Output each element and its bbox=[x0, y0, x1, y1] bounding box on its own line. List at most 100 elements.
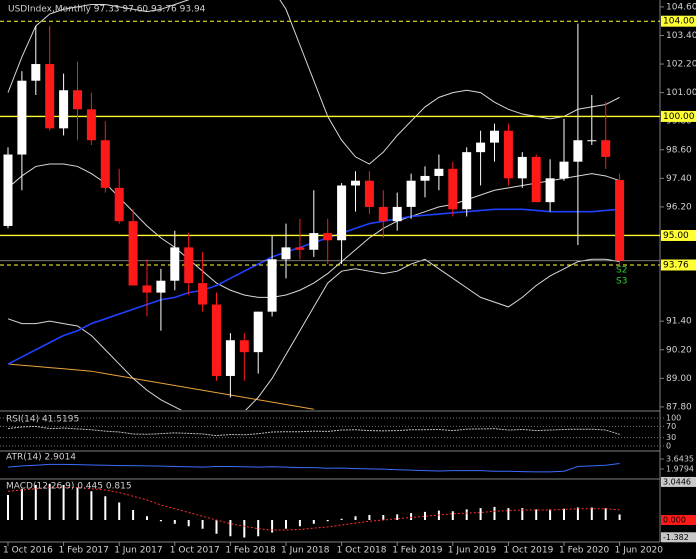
candle-body bbox=[392, 206, 402, 222]
macd-bar bbox=[340, 518, 343, 520]
x-tick-label: 1 Oct 2019 bbox=[503, 546, 553, 556]
candle-body bbox=[198, 283, 208, 305]
macd-bar bbox=[104, 496, 107, 520]
macd-bar bbox=[563, 508, 565, 520]
candle-body bbox=[476, 142, 486, 153]
candle-body bbox=[3, 154, 13, 226]
macd-bar bbox=[576, 507, 579, 520]
macd-bar bbox=[257, 520, 260, 537]
y-tick-label: 89.00 bbox=[666, 374, 692, 384]
macd-bar bbox=[410, 513, 413, 520]
candle-body bbox=[323, 233, 333, 241]
candle-body bbox=[31, 64, 41, 81]
overlay-line bbox=[7, 258, 620, 410]
candle-body bbox=[378, 206, 388, 222]
candle-body bbox=[601, 140, 611, 157]
y-tick-label: 30 bbox=[666, 433, 676, 442]
macd-bar bbox=[507, 508, 510, 520]
candle-body bbox=[337, 185, 347, 241]
y-tick-label: 101.00 bbox=[666, 88, 696, 98]
level-box bbox=[661, 259, 696, 271]
macd-bar bbox=[479, 508, 482, 520]
indicator-title: ATR(14) 2.9014 bbox=[6, 453, 76, 463]
y-tick-label: 104.60 bbox=[666, 2, 696, 12]
x-tick-label: 1 Feb 2020 bbox=[559, 546, 610, 556]
candle-body bbox=[462, 152, 472, 210]
level-box bbox=[661, 229, 696, 241]
macd-bar bbox=[298, 520, 301, 527]
y-tick-label: 90.20 bbox=[666, 345, 692, 355]
candle-body bbox=[615, 180, 625, 261]
macd-bar bbox=[159, 520, 162, 522]
indicator-title: MACD(12,26,9) 0.445 0.815 bbox=[6, 482, 132, 492]
macd-bar bbox=[312, 520, 315, 524]
macd-bar bbox=[368, 515, 371, 520]
x-tick-label: 1 Jun 2018 bbox=[281, 546, 330, 556]
macd-bar bbox=[521, 508, 524, 520]
y-tick-label: 87.80 bbox=[666, 402, 692, 412]
y-tick-label: 98.60 bbox=[666, 145, 692, 155]
candle-body bbox=[364, 180, 374, 207]
x-tick-label: 1 Oct 2018 bbox=[337, 546, 387, 556]
x-tick-label: 1 Jun 2020 bbox=[615, 546, 664, 556]
macd-bar bbox=[618, 514, 621, 520]
candle-body bbox=[184, 247, 194, 284]
macd-bar bbox=[34, 485, 37, 520]
macd-bar bbox=[132, 510, 135, 520]
candle-body bbox=[253, 311, 263, 353]
macd-bar bbox=[215, 520, 218, 534]
x-tick-label: 1 Oct 2017 bbox=[170, 546, 220, 556]
y-tick-label: 0.000 bbox=[663, 516, 686, 525]
candle-body bbox=[170, 247, 180, 281]
candle-body bbox=[545, 178, 555, 203]
macd-bar bbox=[326, 520, 329, 522]
level-box bbox=[661, 15, 696, 27]
y-tick-label: 97.40 bbox=[666, 174, 692, 184]
candle-body bbox=[142, 285, 152, 293]
x-tick-label: 1 Jun 2019 bbox=[448, 546, 497, 556]
candle-body bbox=[295, 247, 305, 250]
macd-bar bbox=[62, 485, 65, 520]
indicator-title: RSI(14) 41.5195 bbox=[6, 415, 79, 425]
macd-bar bbox=[146, 516, 148, 520]
candle-body bbox=[559, 161, 569, 179]
y-tick-box bbox=[661, 532, 696, 543]
macd-bar bbox=[90, 491, 93, 520]
y-tick-label: 0 bbox=[666, 442, 671, 451]
macd-bar bbox=[382, 515, 385, 520]
candle-body bbox=[573, 140, 583, 162]
macd-bar bbox=[465, 509, 468, 520]
y-tick-label: 96.20 bbox=[666, 202, 692, 212]
candle-body bbox=[212, 304, 221, 376]
macd-bar bbox=[424, 511, 426, 520]
x-tick-label: 1 Oct 2016 bbox=[3, 546, 53, 556]
macd-bar bbox=[590, 507, 593, 520]
macd-bar bbox=[604, 508, 607, 520]
macd-bar bbox=[396, 514, 399, 520]
candle-body bbox=[448, 168, 458, 210]
y-tick-label: 100 bbox=[666, 414, 681, 423]
y-tick-label: 103.40 bbox=[666, 31, 696, 41]
candle-body bbox=[420, 175, 430, 181]
candle-body bbox=[239, 340, 249, 353]
macd-bar bbox=[285, 520, 287, 529]
candle-body bbox=[517, 156, 527, 179]
x-tick-label: 1 Jun 2017 bbox=[114, 546, 162, 556]
macd-bar bbox=[201, 520, 204, 529]
candle-body bbox=[587, 140, 597, 142]
y-tick-label: 102.20 bbox=[666, 60, 696, 70]
y-tick-box bbox=[661, 476, 696, 487]
macd-bar bbox=[493, 506, 496, 520]
macd-bar bbox=[118, 502, 121, 520]
pivot-label: S2 bbox=[616, 266, 627, 276]
candle-body bbox=[406, 180, 416, 207]
y-tick-label: 3.0446 bbox=[663, 477, 691, 486]
y-tick-label: 70 bbox=[666, 422, 676, 431]
macd-bar bbox=[76, 487, 79, 520]
candle-body bbox=[59, 90, 69, 129]
candle-body bbox=[490, 130, 499, 143]
candle-body bbox=[128, 221, 138, 286]
level-box bbox=[661, 110, 696, 122]
